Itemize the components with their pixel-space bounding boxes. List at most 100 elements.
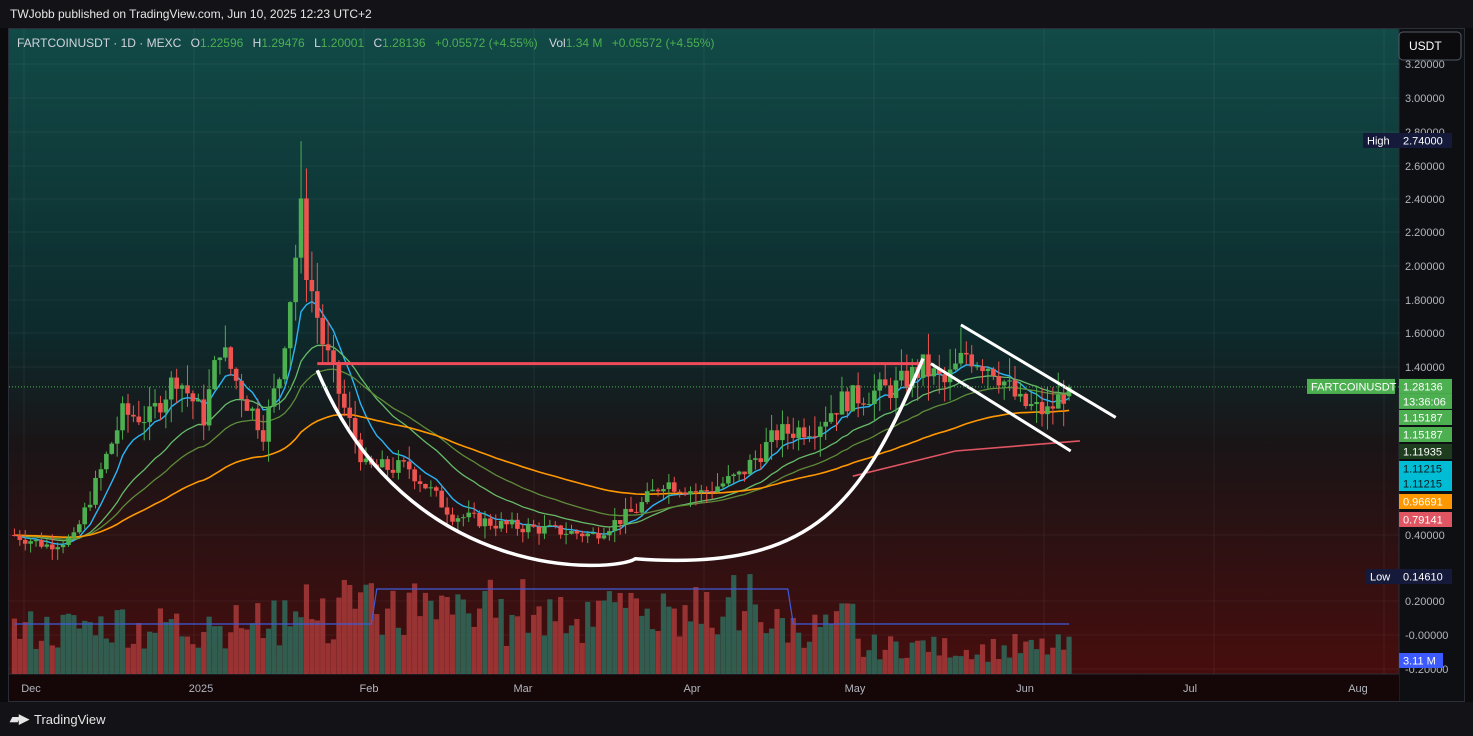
candle-body (179, 385, 185, 389)
candle-body (1039, 402, 1045, 415)
legend-volume: 1.34 M (566, 36, 603, 50)
volume-bar (433, 619, 439, 674)
volume-bar (17, 638, 23, 674)
candle-body (585, 533, 591, 537)
volume-bar (617, 592, 623, 674)
volume-bar (693, 587, 699, 674)
candle-body (147, 406, 152, 423)
volume-bar (152, 632, 158, 674)
volume-bar (747, 574, 753, 674)
volume-bar (249, 623, 255, 674)
price-axis-tick: 0.20000 (1405, 596, 1445, 608)
volume-bar (238, 628, 245, 674)
candle-body (233, 368, 239, 381)
volume-bar (309, 619, 315, 674)
volume-bar (114, 610, 120, 674)
candle-body (715, 486, 720, 493)
price-axis-tick: 1.80000 (1405, 295, 1445, 307)
candle-body (87, 504, 93, 508)
volume-bar (601, 600, 607, 674)
volume-bar (536, 606, 542, 674)
candle-body (260, 430, 266, 442)
volume-bar (969, 659, 975, 674)
candle-body (114, 430, 120, 444)
volume-bar (266, 628, 272, 674)
candle-body (1050, 406, 1056, 409)
low-label-badge: Low (1370, 572, 1390, 584)
volume-bar (547, 599, 553, 674)
volume-bar (520, 579, 526, 674)
candle-body (455, 518, 461, 522)
price-axis-tick: 3.20000 (1405, 59, 1445, 71)
candle-body (796, 427, 801, 438)
candle-body (769, 430, 774, 443)
volume-bar (444, 597, 450, 674)
candle-body (509, 519, 515, 525)
candle-body (1028, 403, 1034, 407)
volume-bar (942, 638, 948, 674)
ma-badge-6-box (1399, 494, 1452, 509)
time-axis-label: May (845, 683, 866, 695)
chart-pane[interactable]: 3.200003.000002.800002.600002.400002.200… (8, 28, 1465, 702)
volume-bar (422, 592, 429, 674)
candle-body (644, 491, 650, 503)
candle-body (552, 525, 558, 527)
volume-bar (147, 631, 153, 674)
volume-bar (920, 640, 926, 674)
legend-low: 1.20001 (321, 36, 365, 50)
legend-close: 1.28136 (382, 36, 426, 50)
candle-body (255, 408, 261, 431)
volume-bar (769, 628, 775, 674)
volume-bar (119, 609, 126, 674)
volume-bar (974, 654, 980, 674)
ema-line-200 (852, 440, 1080, 477)
candle-body (693, 491, 699, 493)
candle-body (1066, 386, 1072, 397)
candle-body (223, 347, 228, 358)
candle-body (731, 474, 737, 477)
volume-bar (352, 608, 358, 674)
candle-body (574, 530, 580, 534)
volume-bar (347, 584, 353, 674)
candlestick-series (12, 141, 1072, 560)
candle-body (753, 458, 758, 460)
volume-bar (904, 657, 910, 674)
candle-body (412, 469, 417, 482)
volume-bar (195, 647, 201, 674)
price-chart[interactable]: 3.200003.000002.800002.600002.400002.200… (9, 29, 1465, 702)
volume-bar (579, 642, 585, 674)
candle-body (639, 502, 645, 513)
cup-curve (315, 357, 925, 568)
candle-body (563, 533, 569, 535)
legend-c-label: C (374, 36, 383, 50)
candle-body (882, 379, 888, 386)
volume-bar (76, 628, 82, 674)
volume-bar (1012, 634, 1018, 674)
ma-badge-5: 1.11215 (1403, 479, 1442, 491)
currency-button[interactable]: USDT (1398, 31, 1462, 61)
candle-body (558, 525, 563, 535)
high-value-badge: 2.74000 (1403, 136, 1443, 148)
candle-body (347, 407, 353, 418)
legend-h-label: H (253, 36, 262, 50)
time-axis-label: Mar (514, 683, 533, 695)
volume-bar (92, 635, 99, 674)
volume-bar (931, 636, 937, 674)
candle-body (861, 403, 866, 405)
ema-line-8 (14, 300, 1070, 545)
candle-body (168, 377, 174, 400)
legend-change: +0.05572 (+4.55%) (435, 36, 538, 50)
candle-body (520, 528, 526, 533)
candle-body (655, 489, 661, 492)
volume-bar (60, 614, 66, 674)
volume-bar (531, 614, 537, 674)
candle-body (201, 399, 207, 426)
time-axis-panel (9, 674, 1399, 701)
volume-bar (990, 638, 996, 674)
tradingview-logo[interactable]: ▰▶ TradingView (10, 711, 106, 727)
candle-body (942, 374, 947, 383)
candle-body (542, 526, 547, 534)
publish-header: TWJobb published on TradingView.com, Jun… (0, 0, 1473, 28)
volume-bar (947, 657, 953, 674)
volume-bar (1006, 657, 1013, 674)
